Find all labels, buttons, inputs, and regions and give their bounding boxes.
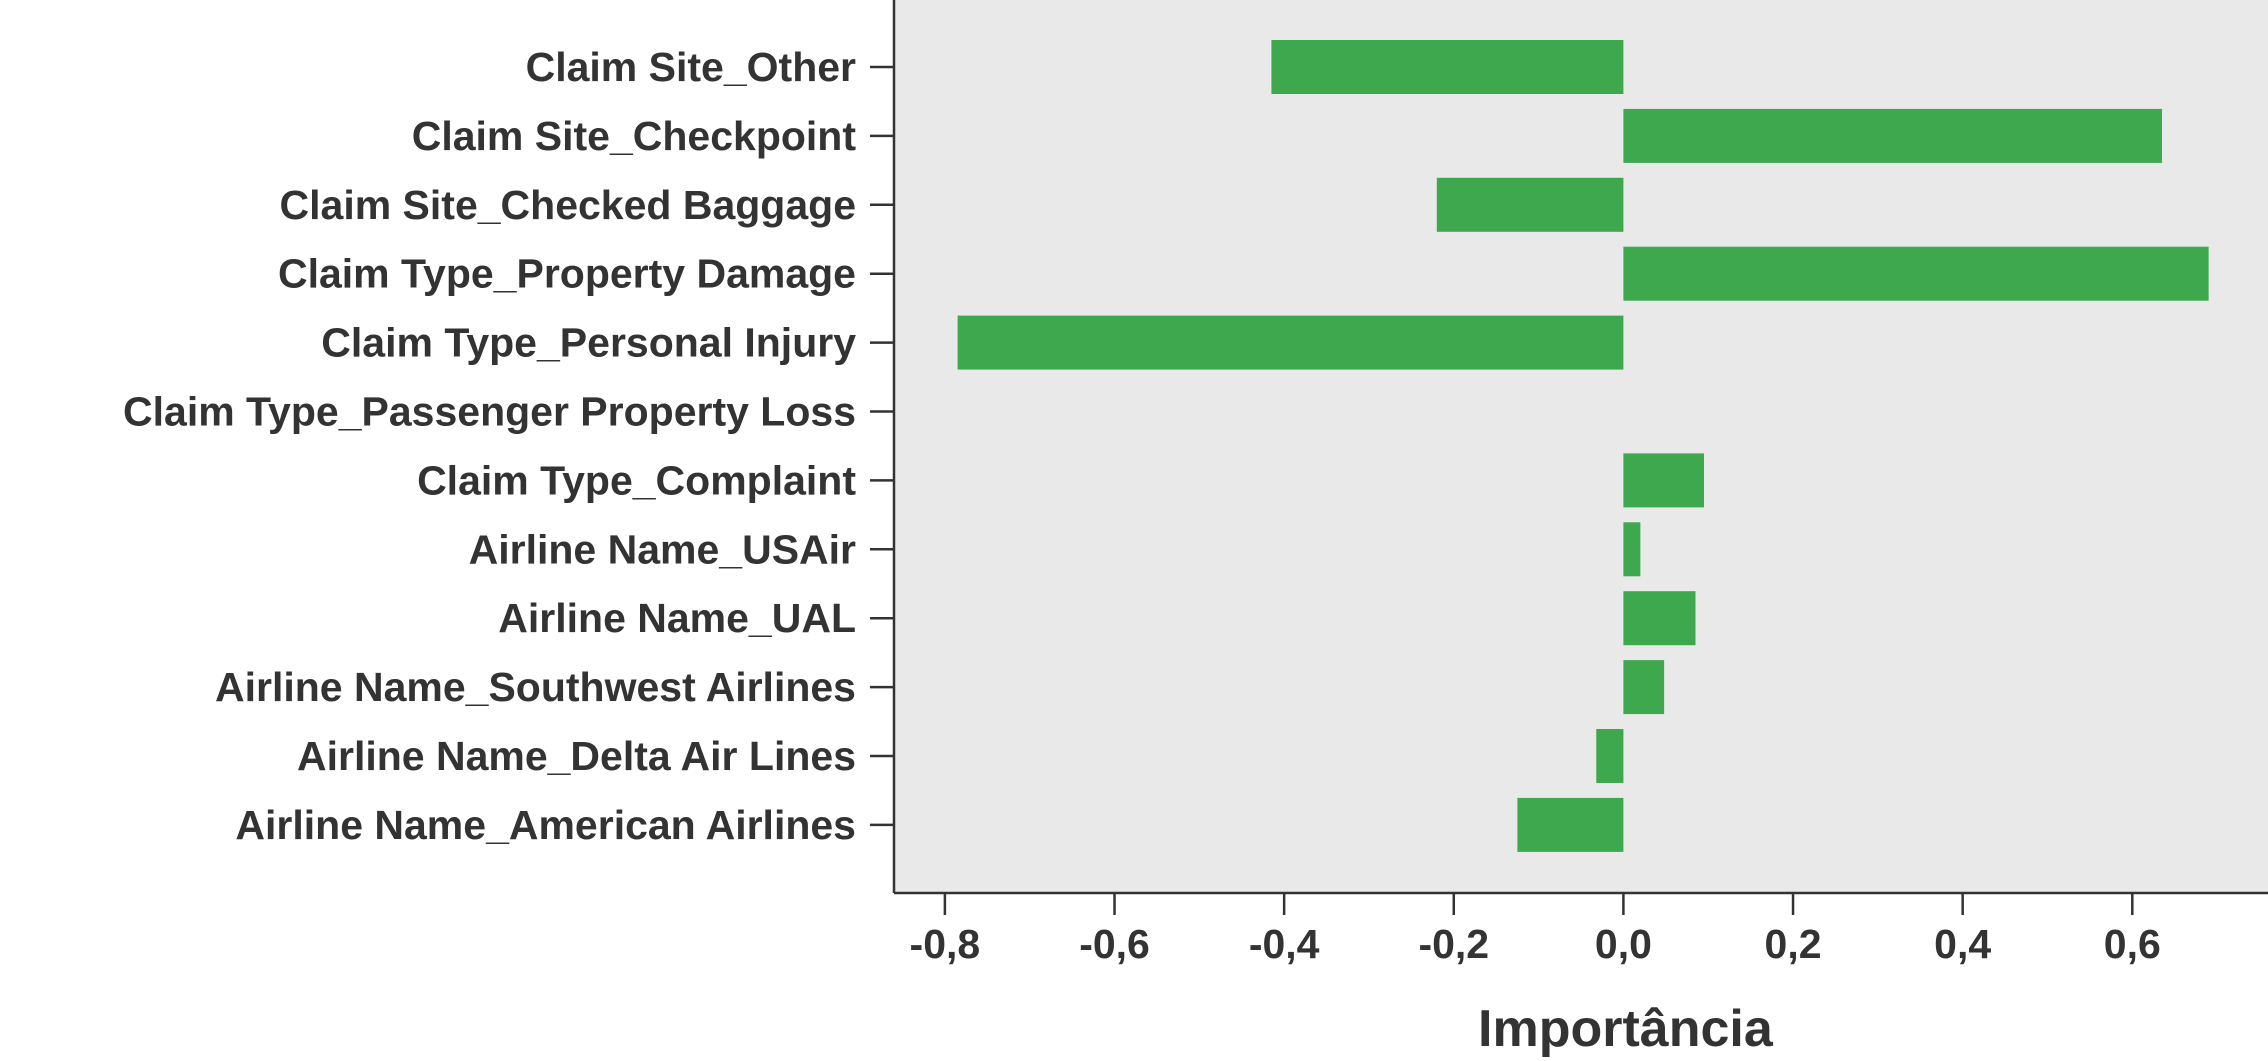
x-tick-label: -0,8 [910,921,981,967]
y-axis-ticks: Claim Site_Other Claim Site_Checkpoint Cla… [123,44,894,848]
y-tick-label: Airline Name_Delta Air Lines [297,733,856,779]
bars-group [957,40,2209,852]
bar [1623,108,2162,163]
y-tick-label: Airline Name_Southwest Airlines [215,664,856,710]
bar [1271,40,1624,94]
bar [1623,453,1704,508]
x-tick-label: -0,4 [1249,921,1320,967]
bar [1623,522,1641,577]
x-tick-label: 0,6 [2104,921,2161,967]
y-tick-label: Airline Name_American Airlines [235,802,856,848]
y-tick-label: Claim Type_Passenger Property Loss [123,389,856,435]
y-tick-label: Claim Site_Other [526,44,856,90]
x-tick-label: 0,0 [1595,921,1652,967]
bar [957,315,1624,370]
x-tick-label: 0,2 [1765,921,1822,967]
bar [1436,177,1624,232]
y-tick-label: Claim Site_Checked Baggage [280,182,856,228]
bar [1623,660,1665,715]
bar [1623,246,2209,301]
x-tick-label: -0,6 [1079,921,1150,967]
bar [1596,729,1624,783]
x-tick-label: -0,2 [1418,921,1489,967]
y-tick-label: Claim Type_Complaint [417,457,856,503]
bar [1517,797,1624,852]
x-tick-label: 0,4 [1934,921,1991,967]
y-tick-label: Claim Type_Property Damage [278,251,856,297]
bar [1623,591,1696,646]
y-tick-label: Claim Type_Personal Injury [321,320,856,366]
y-tick-label: Claim Site_Checkpoint [412,113,857,159]
x-axis-title: Importância [1478,1000,1774,1058]
y-tick-label: Airline Name_UAL [498,595,856,641]
x-axis-ticks: -0,8 -0,6 -0,4 -0,2 0,0 0,2 0,4 0,6 [910,893,2161,967]
y-tick-label: Airline Name_USAir [469,526,856,572]
